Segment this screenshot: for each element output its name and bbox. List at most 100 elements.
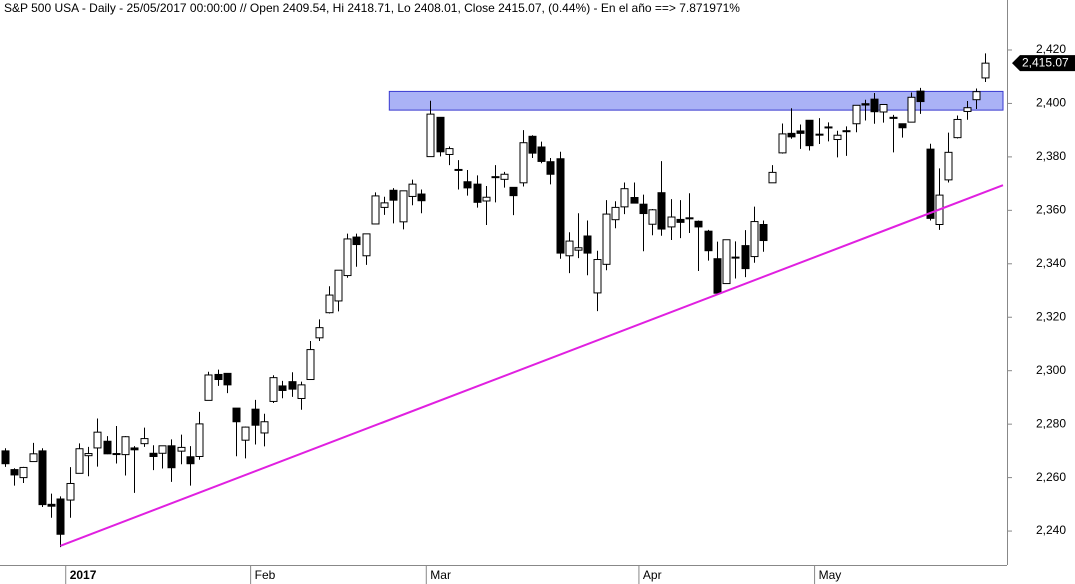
candle-body: [574, 247, 583, 251]
x-tick-label: Apr: [643, 568, 662, 582]
candle-body: [759, 224, 768, 242]
candle-body: [84, 453, 93, 457]
candle-body: [204, 374, 213, 401]
candle-body: [408, 183, 417, 197]
candle-body: [953, 118, 962, 139]
candle-body: [103, 440, 112, 455]
candle-body: [778, 133, 787, 154]
candle-body: [177, 446, 186, 452]
y-tick-label: 2,380: [1036, 149, 1066, 163]
candle-body: [750, 221, 759, 258]
candle-body: [436, 116, 445, 153]
candle-body: [944, 151, 953, 181]
candle-body: [241, 426, 250, 441]
candle-body: [38, 450, 47, 506]
candle-body: [278, 385, 287, 391]
candle-body: [389, 189, 398, 201]
candle-body: [889, 116, 898, 119]
candle-body: [93, 431, 102, 449]
candle-body: [565, 240, 574, 257]
candle-body: [583, 235, 592, 254]
x-tick-label: Mar: [430, 568, 451, 582]
candle-body: [546, 161, 555, 175]
candle-body: [815, 133, 824, 136]
candle-body: [167, 445, 176, 469]
candle-body: [630, 197, 639, 204]
candle-body: [879, 104, 888, 113]
candle-body: [195, 423, 204, 457]
candle-body: [528, 135, 537, 154]
candle-body: [75, 448, 84, 474]
candle-body: [713, 258, 722, 294]
candle-body: [861, 103, 870, 106]
candle-body: [685, 217, 694, 220]
candle-body: [121, 436, 130, 456]
candle-body: [343, 238, 352, 277]
candle-body: [657, 192, 666, 230]
candle-body: [325, 294, 334, 314]
candle-body: [334, 269, 343, 302]
candle-body: [158, 445, 167, 454]
candle-body: [694, 220, 703, 228]
candle-body: [556, 158, 565, 254]
y-tick-label: 2,420: [1036, 42, 1066, 56]
candle-body: [833, 134, 842, 141]
candle-body: [796, 130, 805, 134]
candle-body: [824, 126, 833, 129]
candle-body: [380, 202, 389, 208]
trendline: [60, 184, 1004, 547]
last-price-label: 2,415.07: [1022, 55, 1069, 69]
candle-body: [149, 452, 158, 457]
candle-body: [445, 148, 454, 155]
candle-body: [29, 453, 38, 463]
y-tick-label: 2,260: [1036, 470, 1066, 484]
candle-body: [214, 373, 223, 381]
y-tick-label: 2,360: [1036, 203, 1066, 217]
candle-body: [417, 193, 426, 202]
y-tick-label: 2,400: [1036, 96, 1066, 110]
candle-body: [667, 216, 676, 228]
candle-body: [500, 173, 509, 180]
candle-body: [731, 256, 740, 259]
candle-body: [519, 142, 528, 184]
candle-body: [870, 98, 879, 113]
candle-body: [611, 206, 620, 221]
candle-body: [399, 190, 408, 223]
candle-body: [371, 195, 380, 225]
candle-body: [963, 107, 972, 112]
candle-body: [186, 456, 195, 465]
y-tick-label: 2,280: [1036, 416, 1066, 430]
candle-body: [47, 503, 56, 507]
candle-body: [648, 209, 657, 225]
x-tick-label: 2017: [70, 568, 97, 582]
candle-body: [509, 186, 518, 197]
candle-body: [473, 183, 482, 203]
candle-body: [130, 447, 139, 451]
candle-body: [852, 104, 861, 125]
candle-body: [56, 498, 65, 535]
candle-body: [269, 377, 278, 402]
chart-title: S&P 500 USA - Daily - 25/05/2017 00:00:0…: [4, 1, 740, 15]
candle-body: [10, 469, 19, 476]
candle-body: [223, 372, 232, 386]
candle-body: [260, 421, 269, 434]
candle-body: [463, 181, 472, 189]
candle-body: [620, 188, 629, 208]
candle-body: [898, 123, 907, 129]
candle-body: [140, 438, 149, 445]
candle-body: [315, 327, 324, 339]
candle-body: [602, 213, 611, 265]
candle-body: [916, 90, 925, 103]
candle-body: [704, 230, 713, 252]
candle-body: [768, 171, 777, 184]
resistance-zone: [388, 90, 1004, 111]
last-price-tag: [1012, 55, 1075, 72]
candle-body: [593, 259, 602, 294]
x-tick-label: May: [819, 568, 842, 582]
candle-body: [537, 146, 546, 162]
candle-body: [66, 482, 75, 501]
candle-body: [491, 176, 500, 179]
candle-body: [482, 196, 491, 202]
